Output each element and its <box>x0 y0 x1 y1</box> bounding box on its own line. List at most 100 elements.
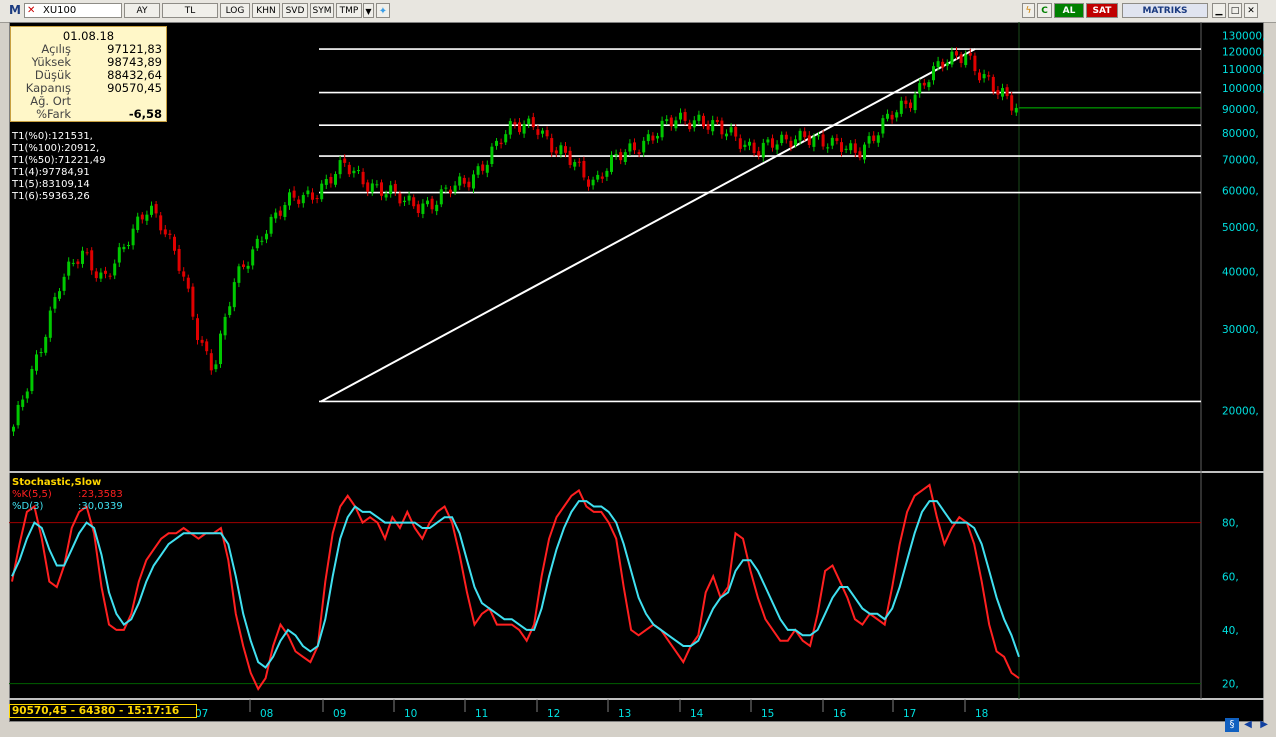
candle-body <box>131 228 135 246</box>
candle-body <box>315 198 319 200</box>
candle-body <box>485 164 489 173</box>
candle-body <box>416 204 420 213</box>
refresh-icon[interactable]: C <box>1037 3 1052 18</box>
candle-body <box>288 192 291 206</box>
candle-body <box>720 120 724 135</box>
x-tick-label: 09 <box>333 708 346 720</box>
candle-body <box>945 62 949 66</box>
info-value: -6,58 <box>128 107 162 121</box>
candle-body <box>591 179 595 186</box>
candle-body <box>62 276 66 291</box>
info-label: Ağ. Ort <box>30 94 71 108</box>
stoch-y-tick-label: 60, <box>1222 571 1239 583</box>
candle-body <box>628 143 632 152</box>
y-tick-label: 90000, <box>1222 104 1259 116</box>
sell-button[interactable]: SAT <box>1086 3 1118 18</box>
info-row: Açılış 97121,83 <box>11 43 166 56</box>
symbol-input[interactable]: ✕ XU100 <box>24 3 122 18</box>
candle-body <box>163 229 167 235</box>
candle-body <box>426 200 429 205</box>
candle-body <box>481 164 485 171</box>
candle-body <box>71 262 75 264</box>
info-date: 01.08.18 <box>62 29 115 43</box>
candle-body <box>863 144 866 160</box>
close-symbol-icon[interactable]: ✕ <box>27 5 36 16</box>
candle-body <box>393 183 397 192</box>
khn-button[interactable]: KHN <box>252 3 280 18</box>
candle-body <box>366 182 370 192</box>
candle-body <box>623 152 627 162</box>
stoch-k-line <box>11 483 1020 692</box>
candle-body <box>421 203 425 214</box>
y-tick-label: 20000, <box>1222 405 1259 417</box>
candle-body <box>269 216 273 234</box>
candle-body <box>1010 95 1014 111</box>
candle-body <box>582 161 586 178</box>
chart-area: 130000, 120000, 110000, 100000, 90000, 80000,… <box>9 22 1265 722</box>
status-bar: 90570,45 - 64380 - 15:17:16 <box>9 704 197 718</box>
candle-body <box>918 83 922 94</box>
y-tick-label: 120000, <box>1222 47 1264 59</box>
candle-body <box>559 145 563 155</box>
candle-body <box>246 265 250 269</box>
dropdown-arrow-icon[interactable]: ▼ <box>363 3 374 18</box>
buy-button[interactable]: AL <box>1054 3 1084 18</box>
candle-body <box>766 139 770 143</box>
stoch-d-line <box>11 500 1020 669</box>
x-tick-label: 07 <box>195 708 208 720</box>
fib-level-text: T1(4):97784,91 <box>12 167 90 178</box>
log-button[interactable]: LOG <box>220 3 250 18</box>
info-label: Açılış <box>41 42 71 56</box>
svd-button[interactable]: SVD <box>282 3 308 18</box>
close-window-icon[interactable]: ✕ <box>1244 3 1258 18</box>
candle-body <box>389 185 393 195</box>
scroll-right-icon[interactable]: ▶ <box>1260 719 1268 730</box>
sync-icon[interactable]: § <box>1225 718 1239 732</box>
y-tick-label: 110000, <box>1222 64 1264 76</box>
twitter-icon[interactable]: ✦ <box>376 3 390 18</box>
candle-body <box>904 100 908 104</box>
candle-body <box>531 117 535 128</box>
x-tick-label: 14 <box>690 708 704 720</box>
candle-body <box>853 143 857 153</box>
k-label: %K(5,5) <box>12 489 52 500</box>
currency-button[interactable]: TL <box>162 3 218 18</box>
chart-canvas[interactable]: 130000, 120000, 110000, 100000, 90000, 80000,… <box>9 22 1265 722</box>
maximize-icon[interactable]: □ <box>1228 3 1242 18</box>
candle-body <box>467 181 471 188</box>
candle-body <box>909 102 912 109</box>
info-row: Ağ. Ort <box>11 95 166 108</box>
d-value: :30,0339 <box>78 501 123 512</box>
candle-body <box>1005 87 1009 97</box>
y-tick-label: 50000, <box>1222 222 1259 234</box>
fib-level-text: T1(6):59363,26 <box>12 191 90 202</box>
candle-body <box>899 100 903 114</box>
candle-body <box>821 134 825 147</box>
candle-body <box>789 140 793 148</box>
candle-body <box>453 185 457 192</box>
candle-body <box>430 198 434 210</box>
candle-body <box>665 119 669 122</box>
candle-body <box>545 130 549 137</box>
candle-body <box>472 174 475 189</box>
candle-body <box>196 318 199 340</box>
symbol-label: XU100 <box>43 5 77 16</box>
info-row: Kapanış 90570,45 <box>11 82 166 95</box>
candle-body <box>964 54 968 66</box>
period-button[interactable]: AY <box>124 3 160 18</box>
d-label: %D(3) <box>12 501 44 512</box>
candle-body <box>633 142 636 151</box>
candle-body <box>807 135 811 146</box>
candle-body <box>343 158 347 163</box>
candle-body <box>214 364 218 370</box>
sym-button[interactable]: SYM <box>310 3 334 18</box>
x-tick-label: 16 <box>833 708 847 720</box>
tmp-button[interactable]: TMP <box>336 3 362 18</box>
candle-body <box>495 140 498 146</box>
candle-body <box>674 120 678 129</box>
lightning-icon[interactable]: ϟ <box>1022 3 1035 18</box>
minimize-icon[interactable]: ▁ <box>1212 3 1226 18</box>
scroll-left-icon[interactable]: ◀ <box>1244 719 1252 730</box>
scroll-controls: § ◀ ▶ <box>1225 712 1271 732</box>
candle-body <box>76 261 80 265</box>
